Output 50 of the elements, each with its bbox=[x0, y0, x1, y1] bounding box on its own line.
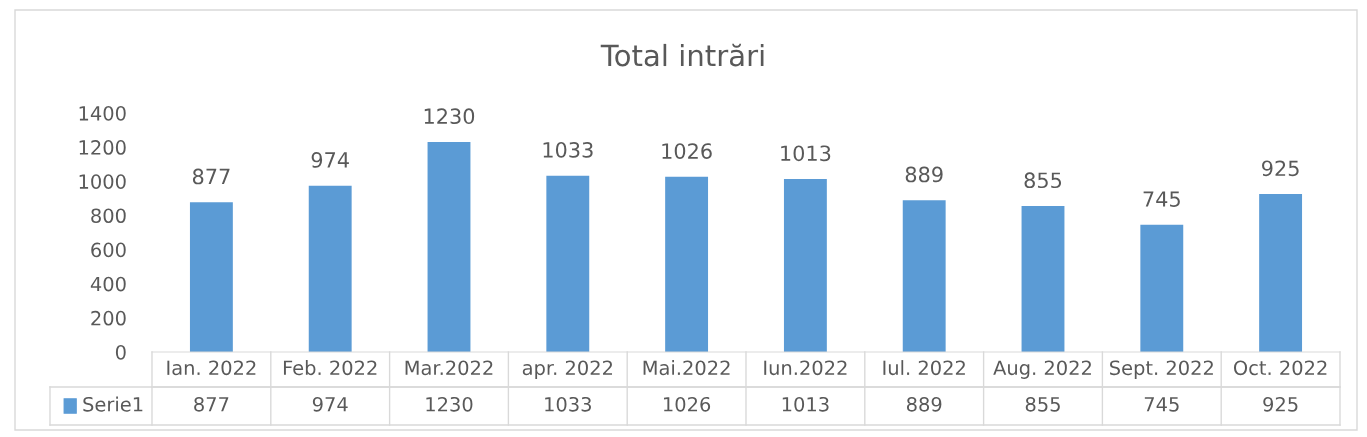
bar bbox=[189, 202, 233, 352]
x-tick-label: apr. 2022 bbox=[522, 360, 613, 379]
legend-label: Serie1 bbox=[83, 396, 143, 412]
x-tick-label: Iun.2022 bbox=[764, 360, 847, 376]
x-tick-label: Oct. 2022 bbox=[1233, 360, 1327, 376]
data-label: 877 bbox=[194, 396, 229, 412]
y-tick-label: 800 bbox=[91, 208, 126, 224]
y-tick-label: 400 bbox=[90, 276, 126, 292]
bar bbox=[427, 142, 471, 352]
data-label: 1013 bbox=[782, 396, 829, 412]
annotation: 974 bbox=[311, 152, 349, 168]
annotation: 1033 bbox=[543, 141, 593, 158]
bar bbox=[783, 179, 827, 352]
x-tick-label: Aug. 2022 bbox=[993, 360, 1091, 379]
x-tick-label: Sept. 2022 bbox=[1110, 360, 1213, 379]
annotation: 1026 bbox=[662, 143, 712, 159]
annotation: 889 bbox=[905, 166, 943, 183]
annotation: 745 bbox=[1143, 191, 1180, 207]
data-label: 1033 bbox=[545, 396, 591, 412]
bar bbox=[665, 176, 709, 352]
data-label: 1026 bbox=[663, 396, 711, 412]
bar bbox=[308, 185, 352, 352]
data-label: 974 bbox=[312, 396, 348, 412]
annotation: 1230 bbox=[424, 108, 475, 125]
y-tick-label: 0 bbox=[115, 344, 126, 360]
y-tick-label: 1400 bbox=[79, 105, 126, 121]
data-label: 855 bbox=[1025, 396, 1060, 412]
bar bbox=[902, 200, 946, 352]
x-tick-label: Iul. 2022 bbox=[883, 360, 965, 376]
chart-title: Total intrări bbox=[600, 43, 764, 67]
data-label: 1230 bbox=[426, 396, 473, 412]
x-tick-label: Feb. 2022 bbox=[283, 360, 377, 376]
bar bbox=[1140, 224, 1184, 352]
data-label: 745 bbox=[1144, 397, 1179, 412]
x-tick-label: Mar.2022 bbox=[405, 360, 493, 376]
x-tick-label: Mai.2022 bbox=[643, 360, 730, 376]
annotation: 855 bbox=[1024, 172, 1062, 189]
annotation: 877 bbox=[192, 168, 230, 185]
y-tick-label: 200 bbox=[91, 310, 126, 326]
y-tick-label: 600 bbox=[91, 242, 126, 258]
annotation: 925 bbox=[1262, 160, 1299, 177]
bar bbox=[1021, 206, 1065, 352]
y-tick-label: 1000 bbox=[79, 174, 126, 189]
bar bbox=[546, 175, 590, 352]
data-label: 889 bbox=[906, 396, 942, 412]
annotation: 1013 bbox=[781, 145, 831, 162]
bar bbox=[1259, 194, 1303, 352]
y-tick-label: 1200 bbox=[79, 140, 126, 155]
data-label: 925 bbox=[1263, 396, 1298, 412]
x-tick-label: Ian. 2022 bbox=[167, 360, 256, 376]
